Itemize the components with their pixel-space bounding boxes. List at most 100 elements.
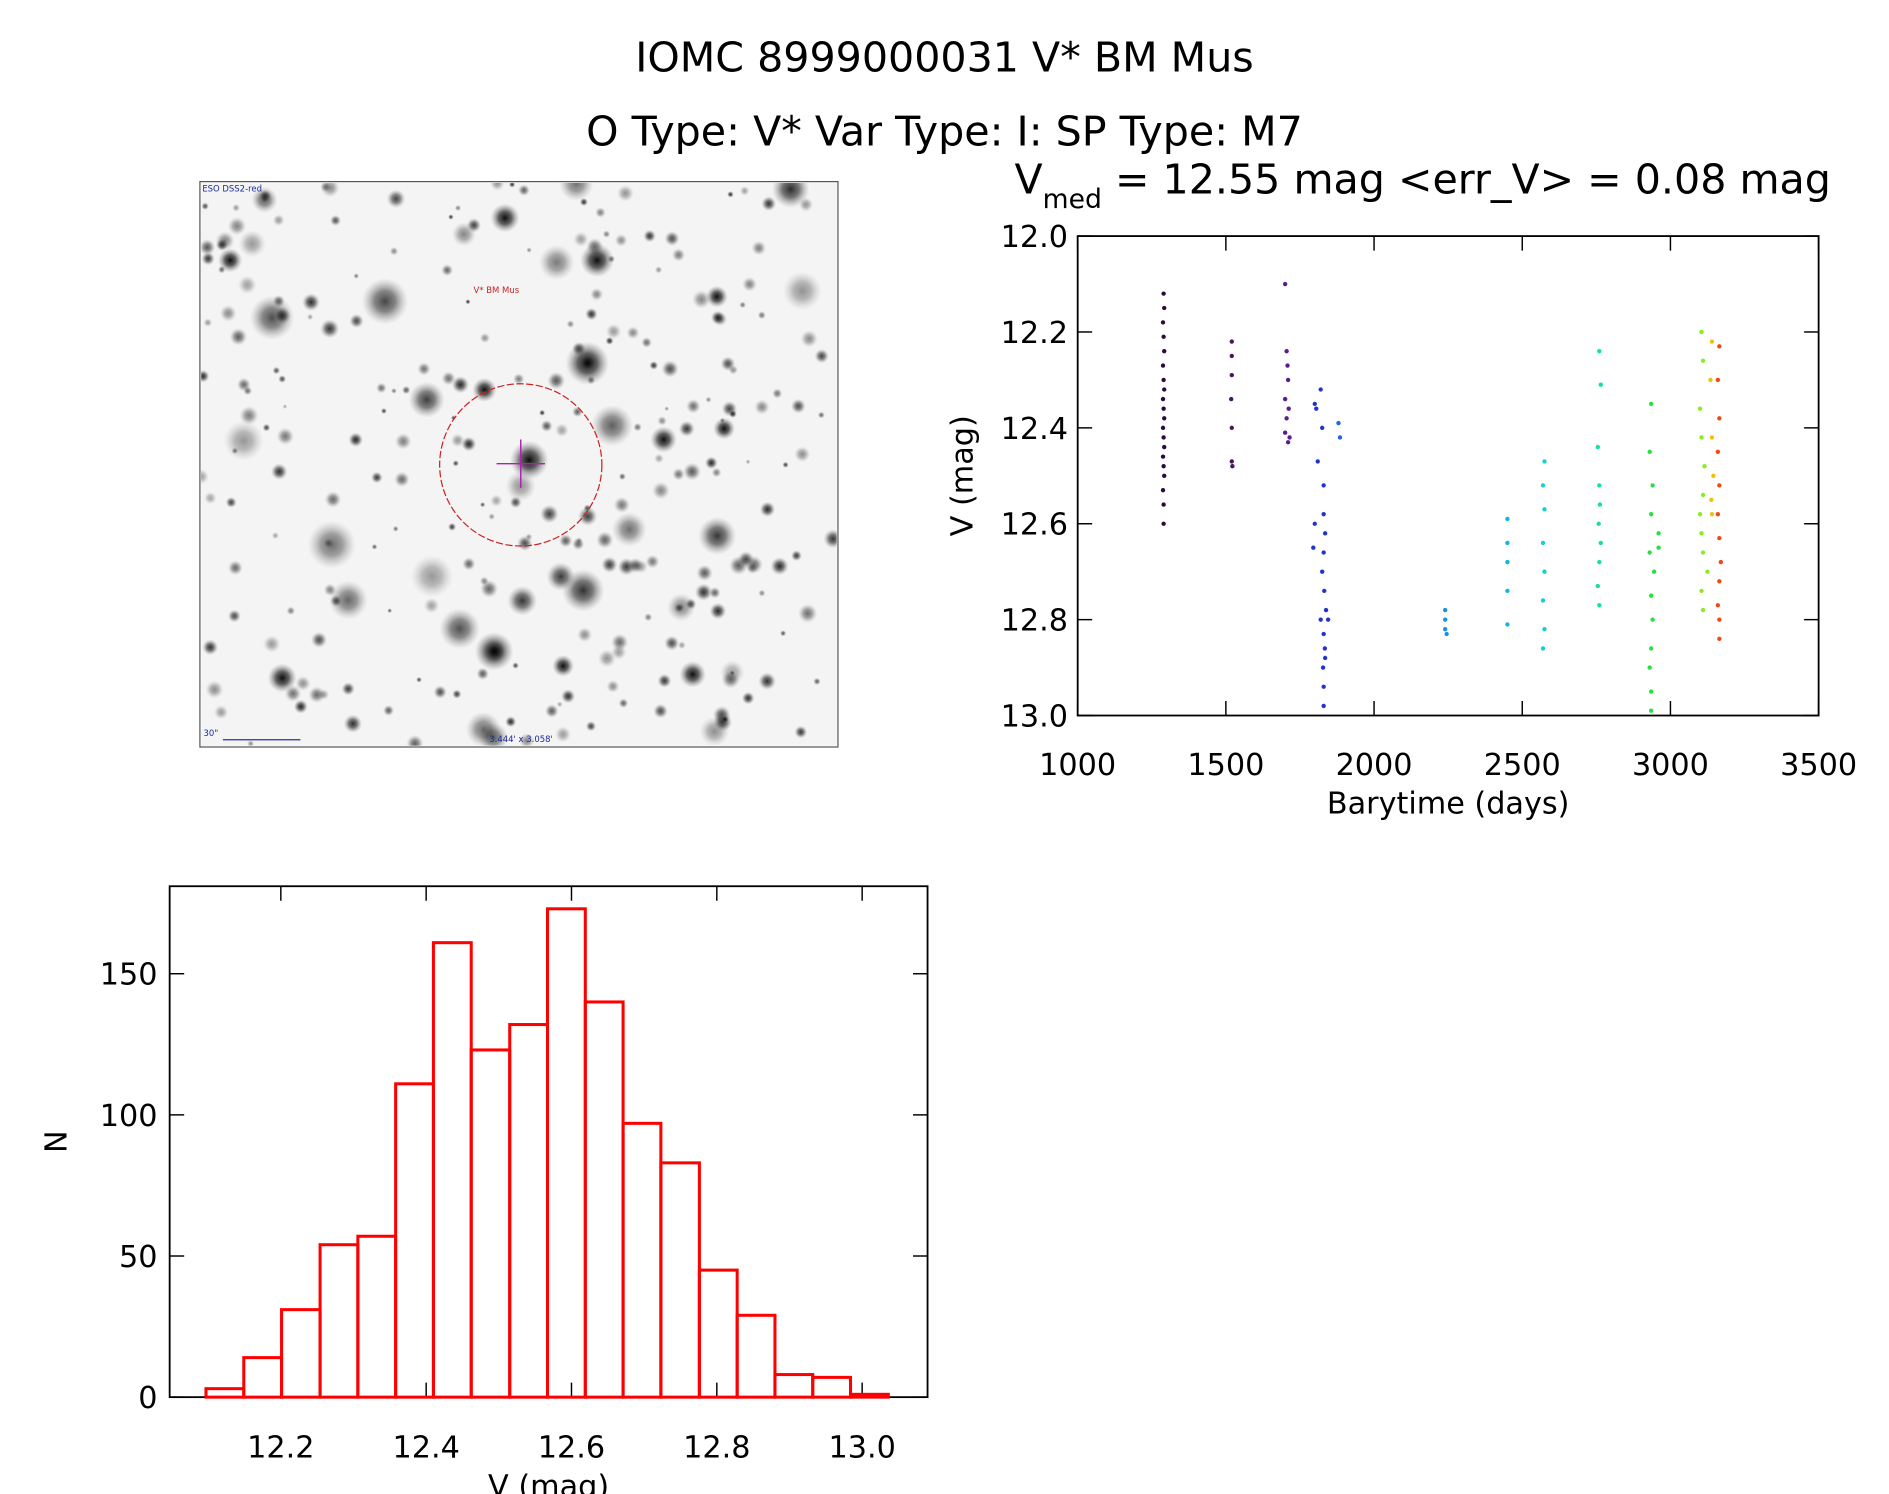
data-point bbox=[1699, 329, 1704, 335]
star bbox=[513, 373, 525, 385]
star bbox=[227, 609, 241, 623]
star bbox=[433, 685, 447, 699]
histogram-bar bbox=[849, 1392, 890, 1399]
data-point bbox=[1311, 545, 1316, 550]
data-point bbox=[1320, 569, 1325, 574]
star bbox=[652, 481, 670, 500]
data-point bbox=[1161, 334, 1166, 339]
star bbox=[558, 533, 573, 548]
data-point bbox=[1718, 559, 1723, 565]
star bbox=[237, 275, 257, 295]
x-tick-label: 12.4 bbox=[392, 1431, 459, 1466]
star bbox=[380, 407, 387, 415]
star bbox=[782, 271, 822, 311]
x-tick-label: 12.8 bbox=[683, 1431, 750, 1466]
star bbox=[448, 214, 454, 220]
data-point bbox=[1542, 569, 1547, 574]
star bbox=[661, 360, 679, 378]
star bbox=[678, 420, 695, 437]
star bbox=[591, 404, 634, 447]
star bbox=[798, 197, 814, 212]
x-tick-label: 12.6 bbox=[538, 1431, 605, 1466]
star bbox=[539, 504, 559, 524]
data-point bbox=[1320, 665, 1326, 670]
star bbox=[383, 704, 395, 717]
star bbox=[704, 456, 718, 470]
data-point bbox=[1443, 617, 1448, 622]
data-point bbox=[1648, 593, 1654, 598]
star bbox=[590, 287, 604, 301]
data-point bbox=[1709, 497, 1714, 502]
data-point bbox=[1230, 464, 1235, 469]
star bbox=[262, 635, 281, 653]
data-point bbox=[1715, 377, 1721, 383]
data-point bbox=[1542, 627, 1547, 632]
star bbox=[790, 398, 806, 414]
data-point bbox=[1699, 588, 1704, 594]
data-point bbox=[1717, 636, 1722, 641]
data-point bbox=[1540, 598, 1546, 603]
star bbox=[705, 285, 728, 308]
star bbox=[817, 411, 825, 419]
star bbox=[770, 557, 789, 576]
histogram-bar bbox=[735, 1313, 777, 1399]
data-point bbox=[1286, 406, 1291, 411]
data-point bbox=[1647, 665, 1652, 670]
star bbox=[465, 299, 471, 305]
star bbox=[479, 576, 489, 586]
data-point bbox=[1282, 396, 1288, 402]
star bbox=[709, 602, 727, 620]
star bbox=[408, 381, 445, 418]
star bbox=[227, 560, 243, 576]
x-tick-label: 12.2 bbox=[247, 1431, 314, 1466]
data-point bbox=[1282, 430, 1288, 435]
star bbox=[754, 399, 770, 415]
data-point bbox=[1540, 540, 1546, 546]
data-point bbox=[1597, 348, 1602, 354]
data-point bbox=[1597, 603, 1602, 608]
data-point bbox=[1322, 655, 1328, 661]
data-point bbox=[1700, 550, 1706, 555]
star bbox=[813, 677, 821, 686]
data-point bbox=[1597, 559, 1602, 565]
data-point bbox=[1160, 425, 1166, 431]
sky-image: ESO DSS2-red V* BM Mus 30" 3.444' x 3.05… bbox=[199, 180, 839, 748]
y-tick-label: 12.2 bbox=[1001, 316, 1068, 351]
histogram-bar bbox=[621, 1121, 663, 1399]
star bbox=[201, 369, 210, 383]
y-tick-label: 150 bbox=[100, 958, 158, 993]
star bbox=[585, 307, 598, 321]
y-tick-label: 50 bbox=[119, 1240, 158, 1275]
star bbox=[410, 555, 454, 598]
star bbox=[596, 531, 614, 549]
star bbox=[450, 415, 456, 421]
star bbox=[578, 506, 598, 526]
star bbox=[329, 214, 342, 227]
data-point bbox=[1715, 449, 1721, 455]
data-point bbox=[1702, 464, 1707, 469]
data-point bbox=[1229, 339, 1234, 344]
histogram-bar bbox=[431, 941, 473, 1399]
histogram-bar bbox=[356, 1234, 398, 1399]
histogram-bar bbox=[545, 907, 587, 1399]
star bbox=[223, 420, 264, 461]
y-tick-label: 12.8 bbox=[1001, 604, 1068, 639]
histogram-bar bbox=[697, 1268, 739, 1399]
data-point bbox=[1161, 377, 1166, 383]
star bbox=[218, 248, 243, 273]
star bbox=[580, 243, 614, 278]
data-point bbox=[1161, 464, 1166, 469]
data-point bbox=[1320, 425, 1325, 431]
star bbox=[262, 423, 271, 432]
data-point bbox=[1312, 521, 1317, 526]
star bbox=[546, 562, 576, 591]
histogram-bar bbox=[508, 1023, 550, 1399]
data-point bbox=[1542, 459, 1547, 464]
data-point bbox=[1321, 483, 1326, 488]
data-point bbox=[1647, 449, 1652, 455]
star bbox=[488, 513, 496, 521]
data-point bbox=[1284, 348, 1289, 354]
star bbox=[353, 273, 360, 279]
star bbox=[308, 686, 326, 704]
